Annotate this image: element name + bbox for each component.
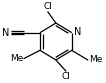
- Text: Me: Me: [89, 55, 102, 64]
- Text: N: N: [74, 27, 81, 37]
- Text: Me: Me: [10, 54, 23, 63]
- Text: N: N: [2, 28, 10, 38]
- Text: Cl: Cl: [43, 2, 52, 11]
- Text: Cl: Cl: [61, 72, 70, 81]
